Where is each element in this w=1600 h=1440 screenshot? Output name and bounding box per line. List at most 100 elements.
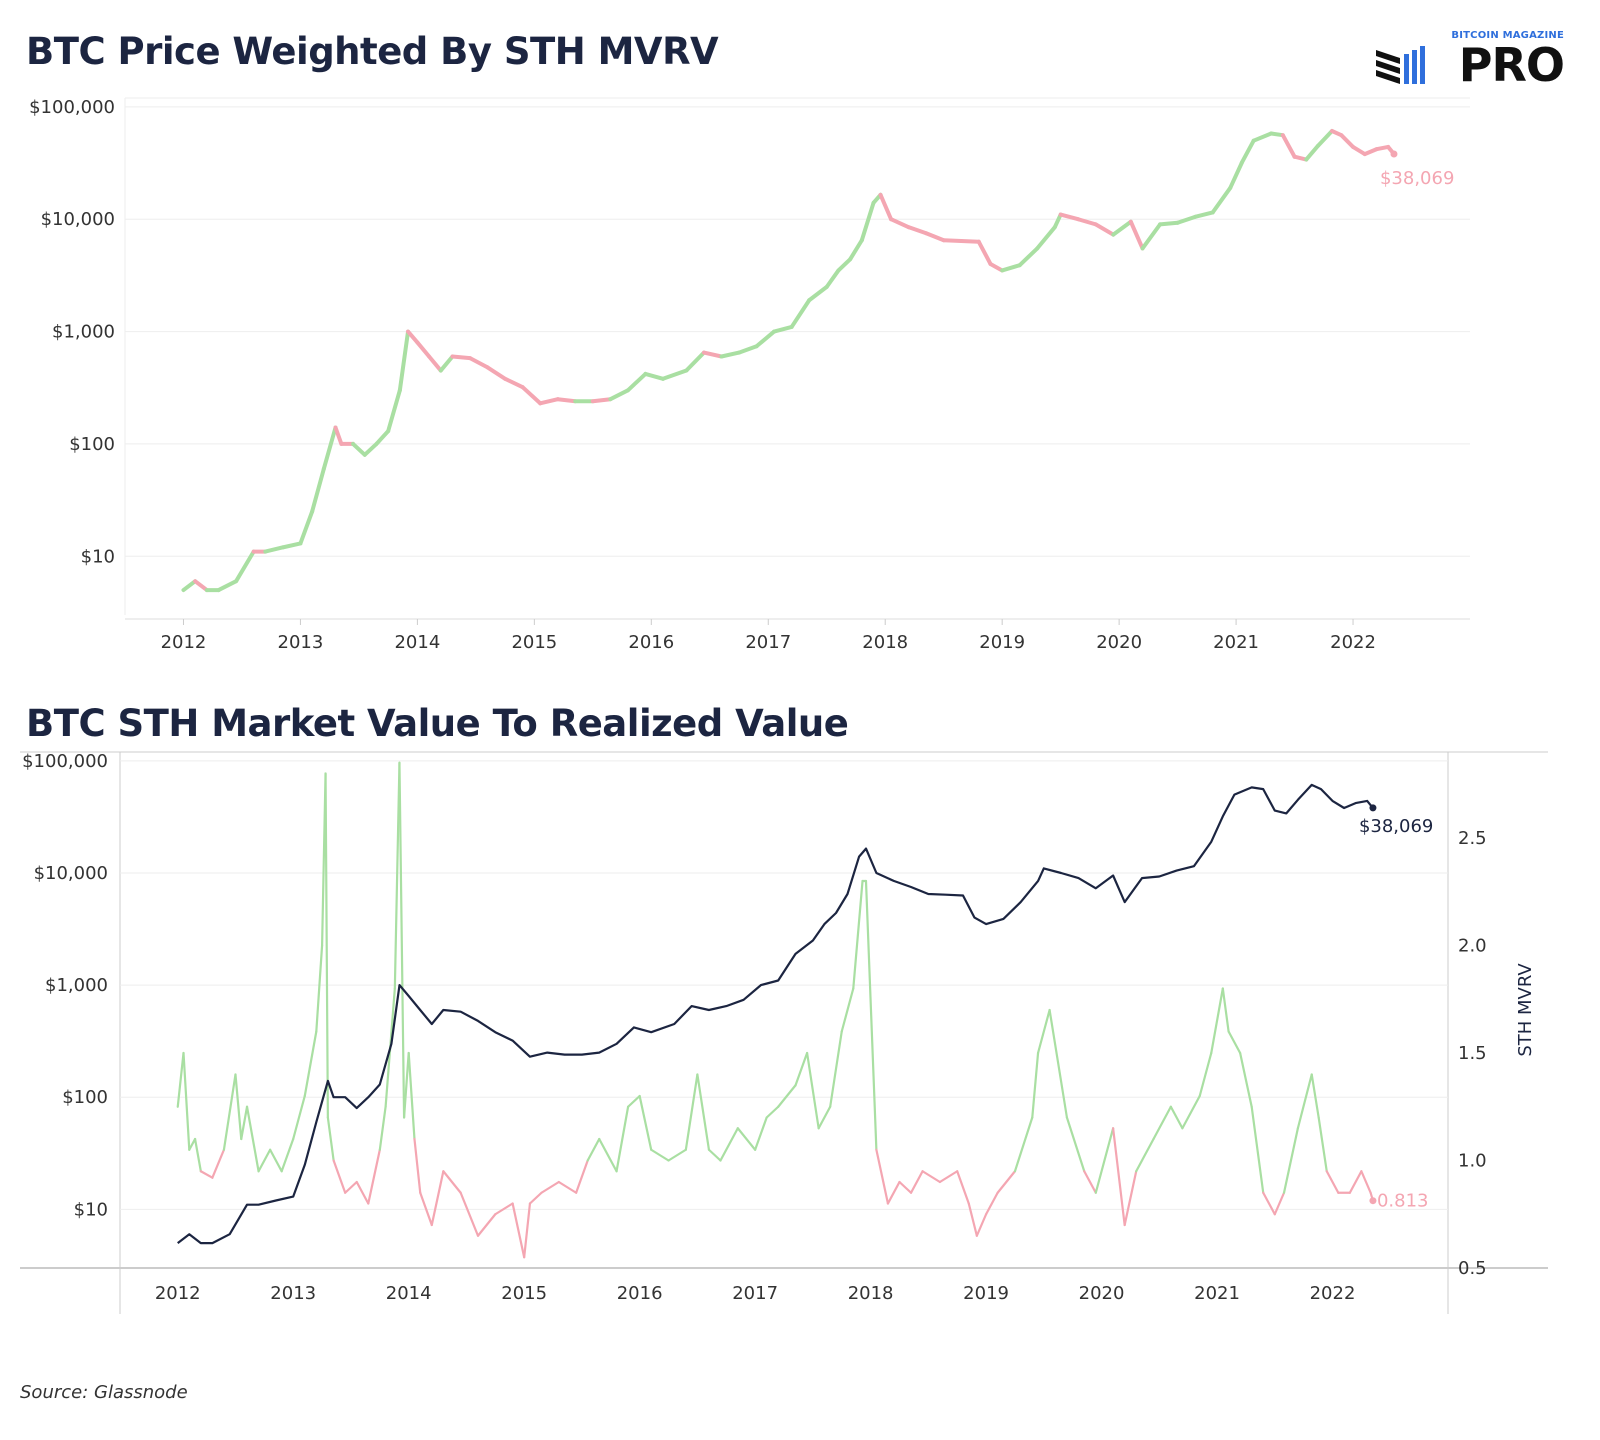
mvrv-segment <box>754 1116 768 1151</box>
bitcoin-magazine-pro-logo: BITCOIN MAGAZINE PRO <box>1374 30 1565 92</box>
logo-mark-icon <box>1376 46 1425 84</box>
mvrv-segment <box>540 1180 560 1194</box>
mvrv-segment <box>176 1051 185 1108</box>
price-segment <box>351 441 367 457</box>
mvrv-segment <box>909 1170 924 1194</box>
mvrv-segment <box>355 1180 370 1205</box>
x-tick-label: 2021 <box>1213 632 1259 653</box>
price-segment <box>959 239 981 244</box>
x-tick-label: 2015 <box>511 632 557 653</box>
mvrv-segment <box>344 1180 358 1194</box>
price-segment <box>754 329 777 349</box>
price-segment <box>538 397 560 406</box>
price-segment <box>1280 133 1297 159</box>
price-segment <box>1111 219 1133 237</box>
price-segment <box>485 365 508 381</box>
price-segment <box>1362 147 1379 157</box>
mvrv-segment <box>1227 1030 1242 1055</box>
mvrv-segment <box>1181 1094 1201 1130</box>
mvrv-segment <box>511 1202 526 1259</box>
mvrv-segment <box>967 1202 978 1237</box>
x-tick-label: 2012 <box>155 1283 201 1304</box>
mvrv-segment <box>996 1170 1017 1194</box>
right-y-tick-label: 2.0 <box>1458 936 1487 957</box>
mvrv-segment <box>840 987 855 1033</box>
price-segment <box>427 354 443 373</box>
x-tick-label: 2013 <box>278 632 324 653</box>
price-segment <box>298 509 315 546</box>
sth-mvrv-chart: $10 $100 $1,000 $10,000 $100,000 0.5 1.0 1.5 2.0… <box>20 751 1548 1314</box>
mvrv-segment <box>777 1084 797 1108</box>
price-segment <box>906 225 929 236</box>
mvrv-segment <box>234 1073 243 1141</box>
mvrv-segment <box>1135 1137 1155 1173</box>
left-y-tick-label: $1,000 <box>45 975 108 996</box>
mvrv-segment <box>938 1170 959 1184</box>
price-segment <box>988 261 1005 273</box>
price-segment <box>181 579 198 593</box>
right-y-tick-label: 0.5 <box>1458 1258 1487 1279</box>
x-tick-label: 2014 <box>394 632 440 653</box>
mvrv-segment <box>378 1105 387 1151</box>
mvrv-segment <box>586 1137 601 1162</box>
last-price-label: $38,069 <box>1380 168 1454 189</box>
right-y-tick-label: 2.5 <box>1458 828 1487 849</box>
price-segment <box>1339 133 1356 149</box>
x-tick-label: 2017 <box>745 632 791 653</box>
mvrv-segment <box>1360 1170 1372 1194</box>
mvrv-segment <box>315 944 324 1033</box>
mvrv-segment <box>1296 1073 1313 1130</box>
price-segment <box>193 579 209 593</box>
mvrv-segment <box>280 1137 295 1173</box>
mvrv-segment <box>1169 1105 1184 1130</box>
mvrv-segment <box>211 1148 226 1179</box>
mvrv-segment <box>638 1094 653 1151</box>
mvrv-segment <box>269 1148 283 1173</box>
mvrv-segment <box>476 1213 497 1237</box>
mvrv-segment <box>419 1191 433 1227</box>
right-y-tick-label: 1.5 <box>1458 1043 1487 1064</box>
x-tick-label: 2022 <box>1310 1283 1356 1304</box>
price-segment <box>976 239 993 266</box>
mvrv-segment <box>494 1202 514 1216</box>
x-tick-label: 2017 <box>732 1283 778 1304</box>
price-segment <box>503 376 525 390</box>
mvrv-segment <box>1094 1127 1115 1194</box>
mvrv-segment <box>886 1180 901 1205</box>
mvrv-segment <box>459 1191 480 1237</box>
mvrv-segment <box>719 1127 739 1162</box>
mvrv-segment <box>1065 1116 1086 1173</box>
mvrv-segment <box>188 1137 197 1151</box>
mvrv-segment <box>875 1148 890 1205</box>
chart-title-bottom: BTC STH Market Value To Realized Value <box>26 702 849 745</box>
mvrv-segment <box>407 1051 416 1141</box>
price-segment <box>406 329 420 345</box>
x-tick-label: 2018 <box>848 1283 894 1304</box>
price-segment <box>321 425 338 471</box>
right-axis-title: STH MVRV <box>1515 963 1536 1057</box>
x-tick-label: 2020 <box>1079 1283 1125 1304</box>
mvrv-segment <box>1282 1127 1299 1194</box>
price-segment <box>520 385 543 406</box>
price-segment <box>1251 131 1274 143</box>
x-tick-label: 2016 <box>628 632 674 653</box>
price-segment <box>386 388 402 434</box>
mvrv-segment <box>1273 1191 1286 1216</box>
mvrv-last-label: 0.813 <box>1377 1191 1429 1212</box>
x-tick-label: 2022 <box>1330 632 1376 653</box>
mvrv-segment <box>1036 1008 1051 1055</box>
mvrv-segment <box>1221 987 1230 1033</box>
mvrv-segment <box>303 1030 318 1098</box>
price-line <box>177 783 1374 1245</box>
y-tick-label: $100,000 <box>29 97 115 118</box>
mvrv-segment <box>575 1159 589 1194</box>
mvrv-segment <box>222 1073 237 1151</box>
price-segment <box>310 466 326 514</box>
mvrv-segment <box>1250 1105 1265 1194</box>
price-segment <box>468 356 490 370</box>
mvrv-segment <box>684 1073 699 1151</box>
price-segment <box>1076 217 1098 227</box>
mvrv-segment <box>1123 1170 1138 1227</box>
left-y-tick-label: $10,000 <box>34 863 108 884</box>
price-segment <box>362 441 379 457</box>
